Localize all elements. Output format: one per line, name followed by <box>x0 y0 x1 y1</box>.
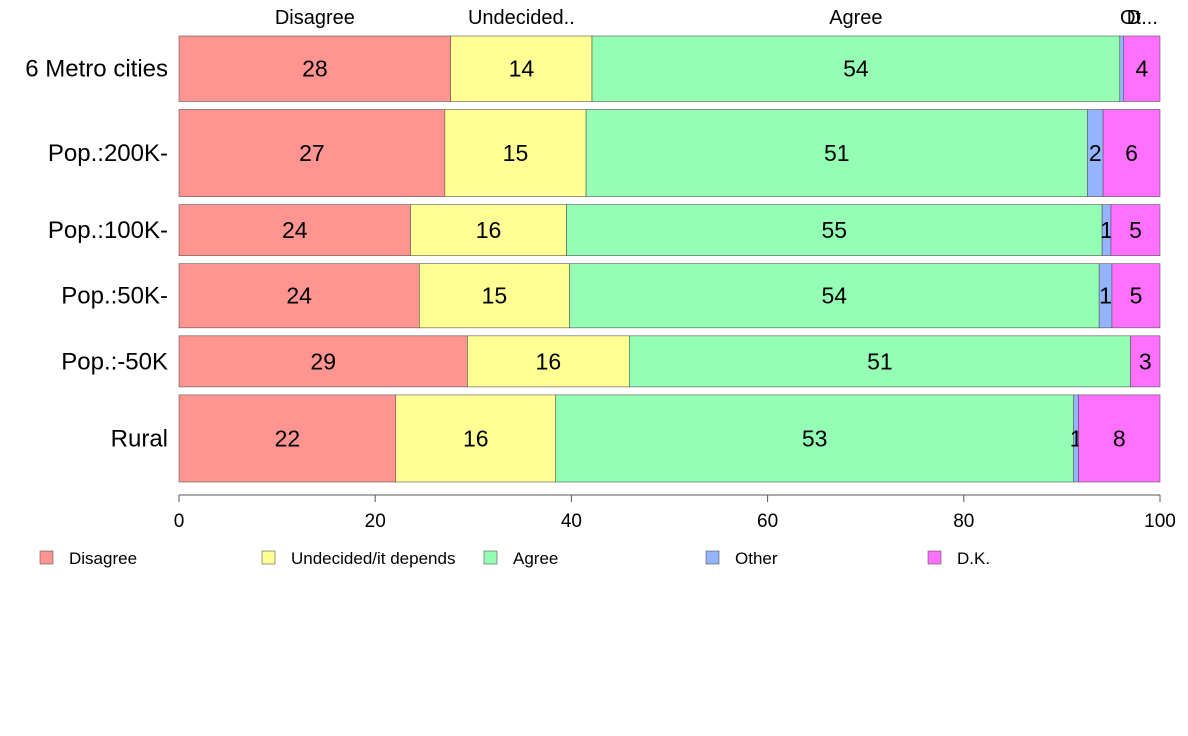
bar-segment <box>178 109 446 197</box>
data-label: 24 <box>282 217 308 243</box>
data-label: 54 <box>822 283 848 309</box>
legend-swatch <box>927 550 942 565</box>
bar-segment <box>419 263 570 329</box>
data-label: 51 <box>867 348 893 374</box>
x-tick-label: 20 <box>365 511 386 532</box>
data-label: 3 <box>1139 348 1152 374</box>
data-label: 53 <box>802 425 828 451</box>
data-label: 14 <box>509 56 535 82</box>
bar-segment <box>585 109 1088 197</box>
data-label: 54 <box>843 56 869 82</box>
bar-segment <box>628 335 1131 388</box>
bar-segment <box>178 335 468 388</box>
series-top-label: Agree <box>829 7 882 29</box>
series-top-label: Undecided.. <box>468 7 575 29</box>
bar-segment <box>395 394 557 483</box>
data-label: 22 <box>275 425 301 451</box>
legend-swatch <box>705 550 720 565</box>
data-label: 15 <box>482 283 508 309</box>
x-tick-label: 0 <box>174 511 185 532</box>
bar-segment <box>1102 109 1161 197</box>
legend-label: Agree <box>513 549 558 568</box>
bar-segment <box>1130 335 1161 388</box>
data-label: 15 <box>503 140 529 166</box>
x-tick-label: 80 <box>953 511 974 532</box>
category-label: Pop.:50K- <box>61 283 168 310</box>
data-label: 28 <box>302 56 328 82</box>
bar-segment <box>1078 394 1161 483</box>
data-label: 4 <box>1135 56 1148 82</box>
category-label: Pop.:-50K <box>61 348 168 375</box>
data-label: 51 <box>824 140 850 166</box>
data-label: 55 <box>822 217 848 243</box>
category-label: Pop.:100K- <box>48 217 168 244</box>
data-label: 6 <box>1125 140 1138 166</box>
data-label: 8 <box>1113 425 1126 451</box>
legend-label: Other <box>735 549 778 568</box>
bar-segment <box>1110 204 1161 256</box>
series-top-label: Disagree <box>275 7 355 29</box>
data-label: 5 <box>1130 283 1143 309</box>
bar-segment <box>178 394 397 483</box>
legend-swatch <box>261 550 276 565</box>
legend-label: Undecided/it depends <box>291 549 455 568</box>
legend-label: D.K. <box>957 549 990 568</box>
legend-label: Disagree <box>69 549 137 568</box>
bar-segment <box>467 335 630 388</box>
bar-segment <box>444 109 587 197</box>
data-label: 1 <box>1099 283 1112 309</box>
bar-segment <box>555 394 1074 483</box>
bar-segment <box>1123 35 1161 102</box>
data-label: 1 <box>1100 217 1113 243</box>
category-label: Pop.:200K- <box>48 140 168 167</box>
data-label: 16 <box>463 425 489 451</box>
bar-segment <box>569 263 1100 329</box>
bar-segment <box>178 35 452 102</box>
bar-segment <box>178 263 420 329</box>
bar-segment <box>178 204 411 256</box>
x-tick-label: 60 <box>757 511 778 532</box>
legend-swatch <box>39 550 54 565</box>
data-label: 16 <box>476 217 502 243</box>
legend-swatch <box>483 550 498 565</box>
bar-segment <box>1119 35 1125 102</box>
data-label: 29 <box>310 348 336 374</box>
category-label: Rural <box>111 425 168 452</box>
x-tick-label: 100 <box>1144 511 1176 532</box>
bar-segment <box>591 35 1121 102</box>
bar-segment <box>1111 263 1161 329</box>
bar-segment <box>566 204 1103 256</box>
bar-segment <box>410 204 567 256</box>
data-label: 16 <box>536 348 562 374</box>
data-label: 2 <box>1089 140 1102 166</box>
data-label: 5 <box>1129 217 1142 243</box>
category-label: 6 Metro cities <box>25 56 168 83</box>
x-tick-label: 40 <box>561 511 582 532</box>
data-label: 24 <box>286 283 312 309</box>
series-top-label: D... <box>1127 7 1158 29</box>
bar-segment <box>450 35 593 102</box>
series-top-label: Ot <box>1120 7 1142 29</box>
data-label: 27 <box>299 140 325 166</box>
